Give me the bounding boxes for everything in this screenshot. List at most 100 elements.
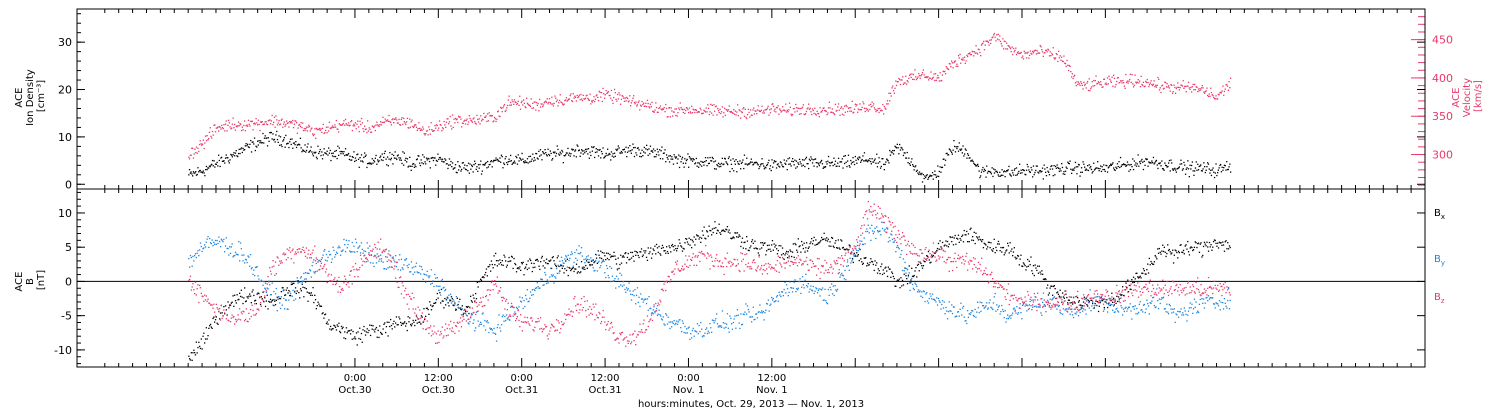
data-point-density <box>640 156 642 158</box>
data-point-density <box>205 169 207 171</box>
data-point-bx <box>829 241 831 243</box>
data-point-velocity <box>1125 73 1127 76</box>
data-point-velocity <box>1183 87 1185 89</box>
data-point-bx <box>686 241 689 243</box>
data-point-density <box>561 149 563 152</box>
data-point-bx <box>521 263 523 265</box>
data-point-velocity <box>398 118 400 121</box>
data-point-velocity <box>1025 52 1027 54</box>
data-point-density <box>1041 170 1043 172</box>
data-point-density <box>244 149 246 151</box>
data-point-density <box>490 160 493 162</box>
data-point-by <box>588 258 590 261</box>
data-point-velocity <box>1153 80 1155 82</box>
data-point-velocity <box>979 51 981 54</box>
data-point-velocity <box>513 103 515 105</box>
data-point-bx <box>911 267 913 269</box>
data-point-bx <box>937 242 940 245</box>
data-point-by <box>607 274 609 277</box>
data-point-velocity <box>990 39 992 41</box>
data-point-bx <box>425 315 427 317</box>
data-point-density <box>239 152 241 155</box>
data-point-density <box>651 150 653 152</box>
data-point-density <box>474 160 476 162</box>
data-point-velocity <box>909 73 911 75</box>
data-point-by <box>352 251 354 253</box>
data-point-bx <box>1066 296 1068 299</box>
data-point-bx <box>620 262 623 264</box>
data-point-velocity <box>205 135 207 137</box>
data-point-density <box>286 143 288 145</box>
data-point-by <box>249 254 252 256</box>
data-point-density <box>1072 168 1074 170</box>
data-point-density <box>803 159 805 161</box>
data-point-density <box>670 158 672 160</box>
data-point-by <box>931 293 934 295</box>
data-point-density <box>777 163 779 165</box>
data-point-bx <box>1078 300 1080 302</box>
data-point-velocity <box>279 124 281 126</box>
data-point-by <box>485 321 488 323</box>
data-point-velocity <box>1087 89 1090 92</box>
data-point-by <box>552 274 554 276</box>
data-point-density <box>1040 171 1042 173</box>
data-point-velocity <box>857 108 859 110</box>
data-point-density <box>335 149 337 152</box>
data-point-by <box>378 260 380 262</box>
data-point-velocity <box>920 75 922 77</box>
data-point-by <box>822 299 824 301</box>
data-point-density <box>1042 178 1044 180</box>
data-point-density <box>387 165 389 167</box>
data-point-density <box>1201 170 1203 172</box>
data-point-by <box>307 272 309 274</box>
data-point-bx <box>1006 249 1008 251</box>
data-point-density <box>257 140 259 142</box>
data-point-velocity <box>763 112 765 114</box>
data-point-bx <box>189 359 192 361</box>
data-point-velocity <box>908 77 910 79</box>
data-point-by <box>905 272 907 274</box>
data-point-by <box>783 288 785 291</box>
data-point-velocity <box>234 129 237 131</box>
data-point-density <box>331 152 333 155</box>
data-point-density <box>639 155 641 158</box>
data-point-velocity <box>659 107 661 109</box>
data-point-bx <box>1000 246 1002 249</box>
data-point-density <box>642 155 644 157</box>
data-point-by <box>651 312 654 314</box>
data-point-bx <box>691 239 694 241</box>
data-point-density <box>397 154 399 156</box>
data-point-velocity <box>1022 55 1024 57</box>
data-point-by <box>704 332 706 334</box>
data-point-velocity <box>824 110 827 112</box>
data-point-by <box>339 247 341 249</box>
data-point-velocity <box>432 130 435 132</box>
data-point-density <box>215 163 217 165</box>
data-point-bx <box>746 240 749 242</box>
data-point-density <box>198 171 200 173</box>
data-point-density <box>593 146 595 148</box>
data-point-by <box>298 281 300 283</box>
data-point-density <box>933 174 935 176</box>
data-point-velocity <box>209 127 211 129</box>
data-point-density <box>977 165 979 167</box>
data-point-by <box>861 240 863 242</box>
data-point-density <box>1142 168 1145 171</box>
data-point-density <box>1207 163 1210 165</box>
data-point-by <box>548 280 550 283</box>
data-point-bx <box>1119 293 1121 295</box>
data-point-velocity <box>848 107 850 109</box>
data-point-by <box>400 269 402 271</box>
data-point-density <box>765 167 767 169</box>
data-point-density <box>755 161 757 163</box>
data-point-by <box>265 291 267 293</box>
data-point-bx <box>513 257 515 260</box>
data-point-density <box>358 166 360 168</box>
data-point-density <box>1095 167 1097 169</box>
data-point-velocity <box>568 98 571 100</box>
data-point-velocity <box>1026 52 1028 54</box>
data-point-velocity <box>304 129 306 132</box>
data-point-by <box>936 304 939 306</box>
data-point-bx <box>903 273 905 275</box>
data-point-density <box>533 157 535 159</box>
